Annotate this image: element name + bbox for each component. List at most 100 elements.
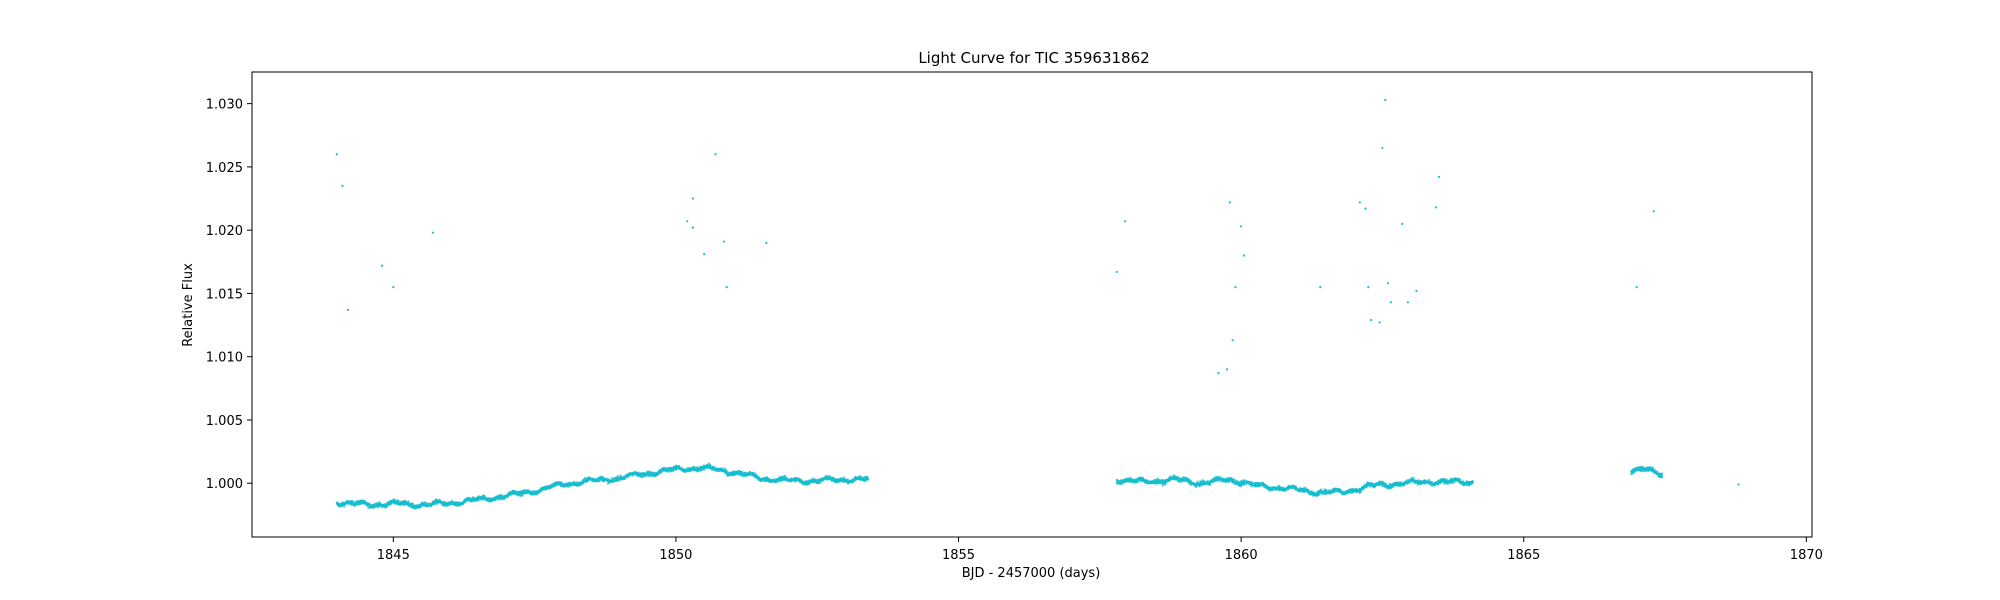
y-tick-label: 1.015 [206,287,243,302]
x-tick-label: 1845 [377,548,410,563]
data-point [1318,493,1321,496]
outlier-point [1406,301,1409,304]
data-point [616,474,619,478]
data-point [801,479,804,483]
outlier-point [1378,321,1381,324]
data-point [517,490,520,493]
x-tick-label: 1870 [1790,548,1823,563]
y-tick-label: 1.025 [206,161,243,176]
outlier-point [341,184,344,187]
data-point [1431,481,1434,484]
y-tick-label: 1.005 [206,414,243,429]
data-point [472,496,475,499]
x-axis-label: BJD - 2457000 (days) [962,566,1101,581]
outlier-point [1115,270,1118,274]
data-point [1177,480,1181,483]
data-point [672,469,675,472]
outlier-point [1217,372,1220,375]
data-point [411,502,414,505]
data-point [866,478,870,481]
data-point [1409,481,1412,484]
outlier-point [1635,286,1638,289]
outlier-point [1737,483,1740,486]
y-axis: 1.000 1.005 1.010 1.015 1.020 1.025 1.030 [206,98,252,492]
outlier-point [392,286,395,289]
outlier-point [703,253,706,256]
outlier-point [346,308,350,311]
outlier-point [1231,339,1234,342]
data-point [1471,480,1474,484]
data-point [1320,488,1323,491]
outlier-point [1370,318,1373,322]
outlier-point [1386,282,1390,285]
outlier-point [1367,286,1370,289]
data-point [748,470,752,473]
data-point [1287,487,1290,491]
outlier-point [725,286,728,289]
y-tick-label: 1.030 [206,98,243,113]
outlier-point [691,197,694,200]
outlier-point [1415,289,1418,292]
outlier-point [1652,210,1655,213]
chart-title: Light Curve for TIC 359631862 [918,49,1149,67]
outlier-point [431,231,434,234]
data-point [723,467,726,470]
data-point [1307,489,1310,492]
data-point [351,500,355,503]
y-tick-label: 1.000 [206,477,243,492]
data-point [1233,478,1236,481]
x-tick-label: 1855 [942,548,975,563]
data-point [846,478,849,481]
outlier-point [722,240,726,243]
data-point [1196,480,1199,483]
outlier-point [1228,201,1231,204]
data-point [1660,475,1664,478]
data-point [713,465,716,469]
data-point [1168,479,1171,482]
y-tick-label: 1.020 [206,224,243,239]
data-point [725,469,728,472]
x-tick-label: 1865 [1507,548,1540,563]
data-point [667,470,670,473]
outlier-point [1364,207,1367,210]
outlier-point [686,220,689,223]
outlier-point [1242,254,1246,257]
data-point [1195,485,1198,489]
outlier-point [1401,222,1404,225]
data-point [397,499,400,502]
outlier-point [1437,175,1441,179]
x-tick-label: 1860 [1225,548,1258,563]
data-point [783,474,787,477]
outlier-point [1240,225,1243,228]
outlier-point [1225,368,1229,371]
outlier-point [1124,220,1127,223]
data-point [1359,491,1362,494]
outlier-point [1384,98,1387,101]
data-point [707,462,710,465]
outlier-point [1234,286,1237,289]
data-point [709,464,712,467]
outlier-point [1435,206,1438,209]
outlier-point [1358,201,1361,204]
outlier-point [1381,146,1384,150]
outlier-point [714,153,717,156]
y-axis-label: Relative Flux [181,263,196,347]
y-tick-label: 1.010 [206,351,243,366]
outlier-point [335,153,338,156]
data-point [721,467,724,470]
data-point [1661,472,1664,475]
data-points [335,98,1740,510]
outlier-point [765,241,768,244]
data-point [423,501,426,504]
plot-frame [251,71,1813,538]
data-point [1161,484,1164,487]
outlier-point [691,226,694,229]
outlier-point [380,264,384,267]
data-point [1244,483,1247,486]
x-axis: 1845 1850 1855 1860 1865 1870 [377,537,1823,563]
outlier-point [1319,286,1322,289]
data-point [615,479,618,483]
data-point [1412,477,1415,480]
data-point [703,468,706,471]
